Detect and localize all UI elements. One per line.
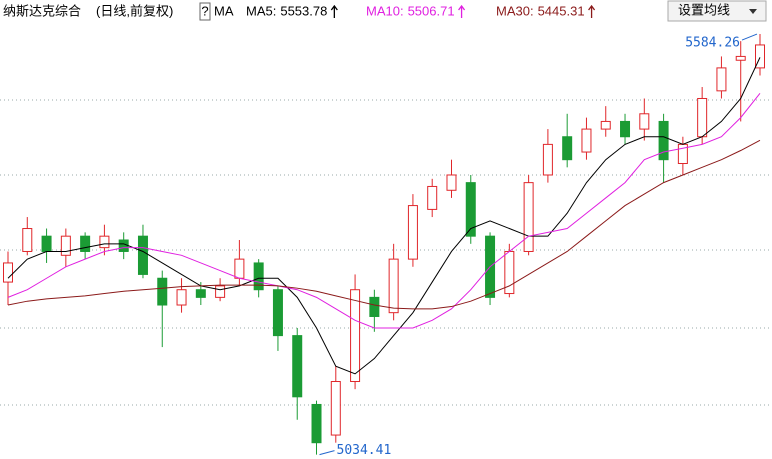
help-box[interactable] — [199, 2, 211, 21]
candle-body — [41, 235, 52, 252]
legend-value: 5553.78 — [280, 3, 327, 18]
candle-body — [292, 335, 303, 398]
help-icon[interactable]: ? — [201, 3, 208, 18]
candle-body — [369, 296, 380, 317]
candle-body — [600, 120, 611, 130]
candle-body — [3, 262, 13, 283]
candle-body — [388, 258, 399, 314]
ma-line — [7, 139, 761, 310]
low-label: 5034.41 — [337, 443, 392, 458]
candle-body — [735, 55, 746, 61]
settings-button[interactable] — [667, 0, 767, 22]
candle-body — [118, 239, 129, 252]
dropdown-arrow[interactable] — [749, 9, 757, 14]
candle-body — [350, 289, 361, 383]
candle-body — [330, 381, 341, 436]
trend-arrow — [588, 4, 596, 18]
legend-name: MA5: — [246, 3, 276, 18]
candle-body — [639, 113, 650, 130]
legend-name: MA30: — [496, 3, 534, 18]
chart-title: 纳斯达克综合 — [3, 3, 81, 18]
candle-body — [523, 182, 534, 252]
candle-body — [80, 235, 91, 252]
candle-body — [137, 235, 148, 275]
high-label: 5584.26 — [685, 36, 740, 51]
candle-body — [581, 128, 592, 153]
candle-body — [755, 44, 765, 69]
candle-body — [253, 262, 264, 291]
candle-body — [658, 120, 669, 161]
candle-body — [60, 235, 71, 256]
ma-line — [7, 93, 761, 329]
candle-body — [272, 289, 283, 337]
candle-body — [195, 289, 206, 298]
candle-body — [542, 143, 553, 176]
chart-subtitle: (日线,前复权) — [96, 3, 173, 18]
candle-body — [22, 228, 33, 252]
legend-value: 5445.31 — [538, 3, 585, 18]
trend-arrow — [330, 4, 338, 18]
trend-arrow — [458, 4, 466, 18]
candle-body — [215, 285, 226, 298]
candle-body — [176, 289, 187, 306]
high-pointer — [741, 33, 758, 41]
candle-body — [697, 97, 708, 138]
candle-body — [427, 185, 438, 210]
candle-body — [311, 403, 322, 444]
legend-name: MA10: — [366, 3, 404, 18]
candle-body — [99, 235, 110, 249]
candle-body — [446, 174, 457, 191]
candle-body — [716, 67, 727, 92]
candle-body — [407, 205, 418, 260]
low-pointer — [319, 450, 335, 456]
candle-body — [157, 277, 168, 306]
candle-body — [620, 120, 631, 138]
indicator-label: MA — [214, 3, 234, 18]
settings-button-label[interactable]: 设置均线 — [678, 2, 730, 17]
candle-body — [234, 258, 245, 279]
candle-body — [562, 136, 573, 161]
candle-body — [465, 182, 476, 237]
legend-value: 5506.71 — [408, 3, 455, 18]
